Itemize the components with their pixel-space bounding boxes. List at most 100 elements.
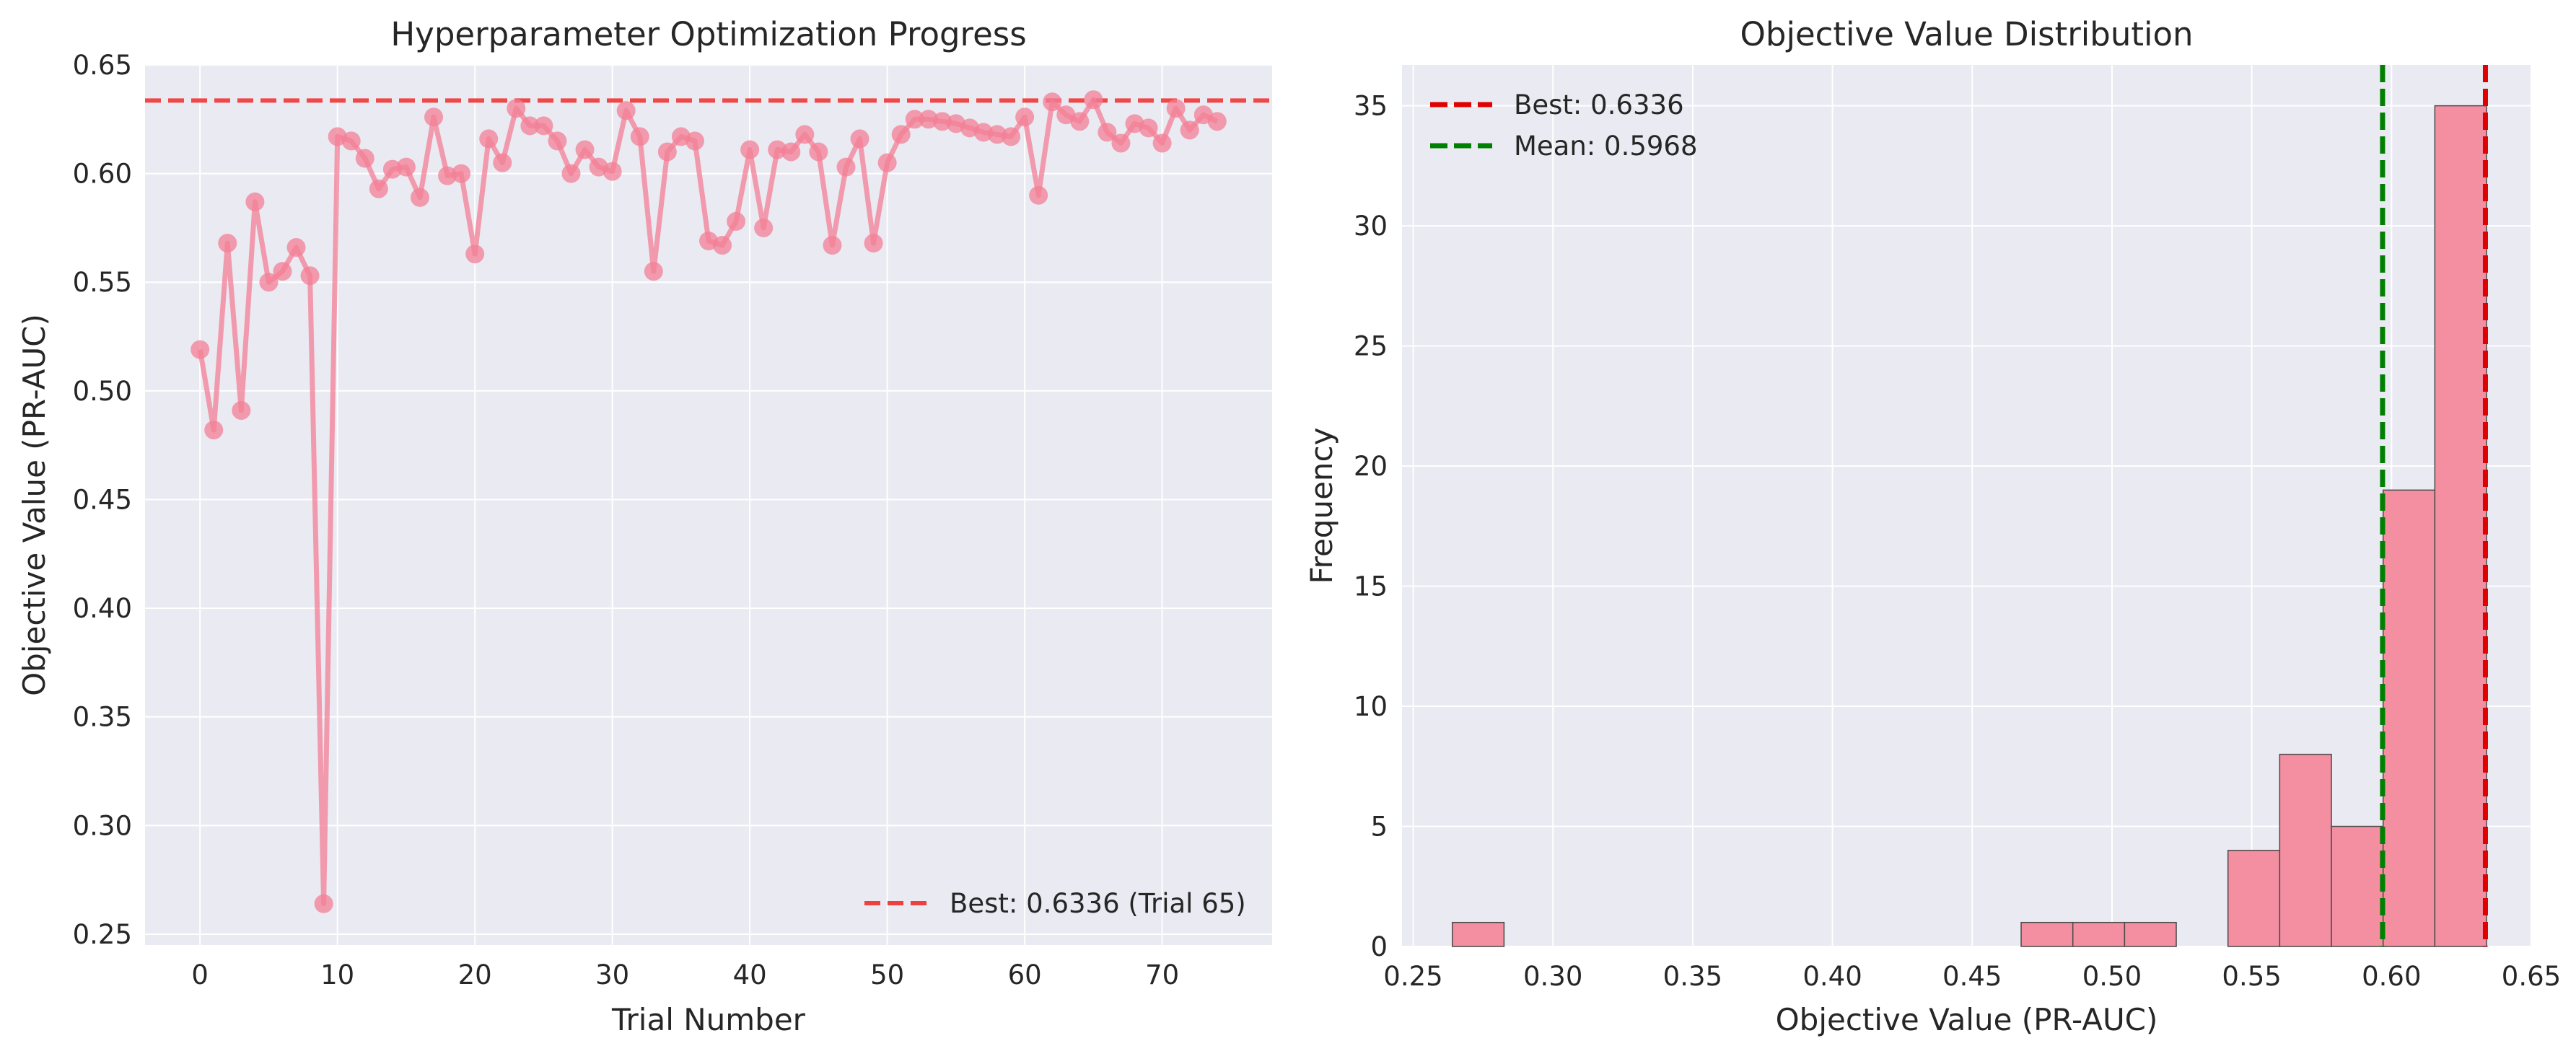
data-point <box>754 218 774 237</box>
data-point <box>286 238 306 258</box>
y-tick-label: 25 <box>1354 331 1388 362</box>
histogram-bar <box>2434 105 2487 947</box>
histogram-bar <box>2072 921 2126 947</box>
legend-label-mean: Mean: 0.5968 <box>1514 131 1698 162</box>
x-tick-label: 0.65 <box>2502 961 2561 992</box>
y-tick-label: 0.40 <box>73 593 132 624</box>
data-point <box>424 107 444 127</box>
x-tick-label: 30 <box>595 959 629 990</box>
data-point <box>204 421 224 440</box>
data-point <box>836 157 856 177</box>
objective-distribution-chart: 0.25 0.30 0.35 0.40 0.45 0.50 0.55 0.60 0.65 0 5 1… <box>1304 15 2561 1037</box>
x-tick-label: 60 <box>1008 959 1042 990</box>
data-point <box>616 101 636 120</box>
grid <box>145 64 1272 945</box>
data-point <box>919 110 938 129</box>
data-point <box>300 266 320 286</box>
x-tick-label: 0.25 <box>1383 961 1442 992</box>
data-point <box>1070 112 1090 131</box>
data-point <box>452 164 471 183</box>
data-point <box>1002 127 1021 146</box>
y-tick-label: 10 <box>1354 691 1388 722</box>
data-point <box>314 894 333 913</box>
data-point <box>190 340 210 359</box>
data-point <box>465 245 485 264</box>
chart-title: Hyperparameter Optimization Progress <box>390 15 1026 53</box>
y-tick-label: 5 <box>1370 812 1388 843</box>
histogram-bar <box>2227 850 2281 947</box>
trial-progress-chart: 0 10 20 30 40 50 60 70 0.25 0.30 0.35 0.40 0.45 0.50… <box>17 15 1272 1037</box>
x-axis-label: Trial Number <box>611 1002 806 1037</box>
data-point <box>1166 99 1186 118</box>
data-point <box>795 125 815 144</box>
y-tick-label: 0.60 <box>73 159 132 190</box>
data-point <box>259 273 279 292</box>
data-point <box>740 140 760 159</box>
y-tick-label: 30 <box>1354 211 1388 242</box>
data-point <box>727 211 746 231</box>
data-point <box>1139 118 1158 138</box>
histogram-bar <box>2331 825 2384 947</box>
data-point <box>1111 133 1131 153</box>
x-axis-label: Objective Value (PR-AUC) <box>1776 1002 2158 1037</box>
x-tick-label: 50 <box>870 959 904 990</box>
data-point <box>809 142 828 162</box>
data-point <box>1207 112 1227 131</box>
data-point <box>410 188 429 207</box>
data-point <box>1084 90 1103 110</box>
y-tick-label: 35 <box>1354 91 1388 122</box>
data-point <box>1029 185 1048 205</box>
data-point <box>382 159 402 179</box>
data-point <box>630 127 649 146</box>
x-tick-label: 0.60 <box>2362 961 2421 992</box>
data-point <box>644 262 663 281</box>
histogram-bars <box>1451 105 2487 947</box>
data-point <box>218 234 237 253</box>
data-point <box>232 400 251 420</box>
data-point <box>603 162 622 181</box>
data-point <box>493 153 512 172</box>
data-point <box>877 153 897 172</box>
data-point <box>823 236 842 255</box>
x-tick-label: 40 <box>733 959 767 990</box>
histogram-bar <box>2279 753 2332 947</box>
data-point <box>1180 120 1199 140</box>
plot-area <box>1402 65 2531 946</box>
data-point <box>932 112 952 131</box>
data-point <box>1043 92 1062 112</box>
data-point <box>355 149 374 168</box>
data-point <box>245 192 265 211</box>
x-tick-label: 20 <box>458 959 492 990</box>
y-tick-labels: 0.25 0.30 0.35 0.40 0.45 0.50 0.55 0.60 0.65 <box>73 50 132 950</box>
y-axis-label: Objective Value (PR-AUC) <box>17 314 52 696</box>
histogram-bar <box>2382 489 2436 947</box>
legend-label-best: Best: 0.6336 (Trial 65) <box>950 888 1246 919</box>
data-point <box>768 140 787 159</box>
x-tick-label: 0.40 <box>1802 961 1862 992</box>
data-point <box>561 164 581 183</box>
x-tick-label: 0.50 <box>2082 961 2142 992</box>
data-point <box>479 129 499 149</box>
chart-title: Objective Value Distribution <box>1740 15 2193 53</box>
x-tick-labels: 0.25 0.30 0.35 0.40 0.45 0.50 0.55 0.60 0.65 <box>1383 961 2561 992</box>
data-point <box>891 125 911 144</box>
y-tick-label: 0.65 <box>73 50 132 81</box>
data-point <box>369 179 388 198</box>
legend: Best: 0.6336 Mean: 0.5968 <box>1430 89 1698 162</box>
legend-label-best: Best: 0.6336 <box>1514 89 1684 120</box>
y-tick-label: 0.35 <box>73 702 132 733</box>
legend: Best: 0.6336 (Trial 65) <box>864 888 1246 919</box>
data-point <box>1098 123 1117 142</box>
series-points <box>190 90 1227 913</box>
x-tick-label: 0.45 <box>1942 961 2002 992</box>
data-point <box>850 129 869 149</box>
data-point <box>341 131 361 151</box>
y-tick-label: 0 <box>1370 931 1388 962</box>
data-point <box>438 166 457 185</box>
x-tick-label: 0.55 <box>2222 961 2281 992</box>
data-point <box>781 142 801 162</box>
data-point <box>657 142 677 162</box>
x-tick-label: 0 <box>191 959 209 990</box>
y-axis-label: Frequency <box>1304 428 1339 584</box>
